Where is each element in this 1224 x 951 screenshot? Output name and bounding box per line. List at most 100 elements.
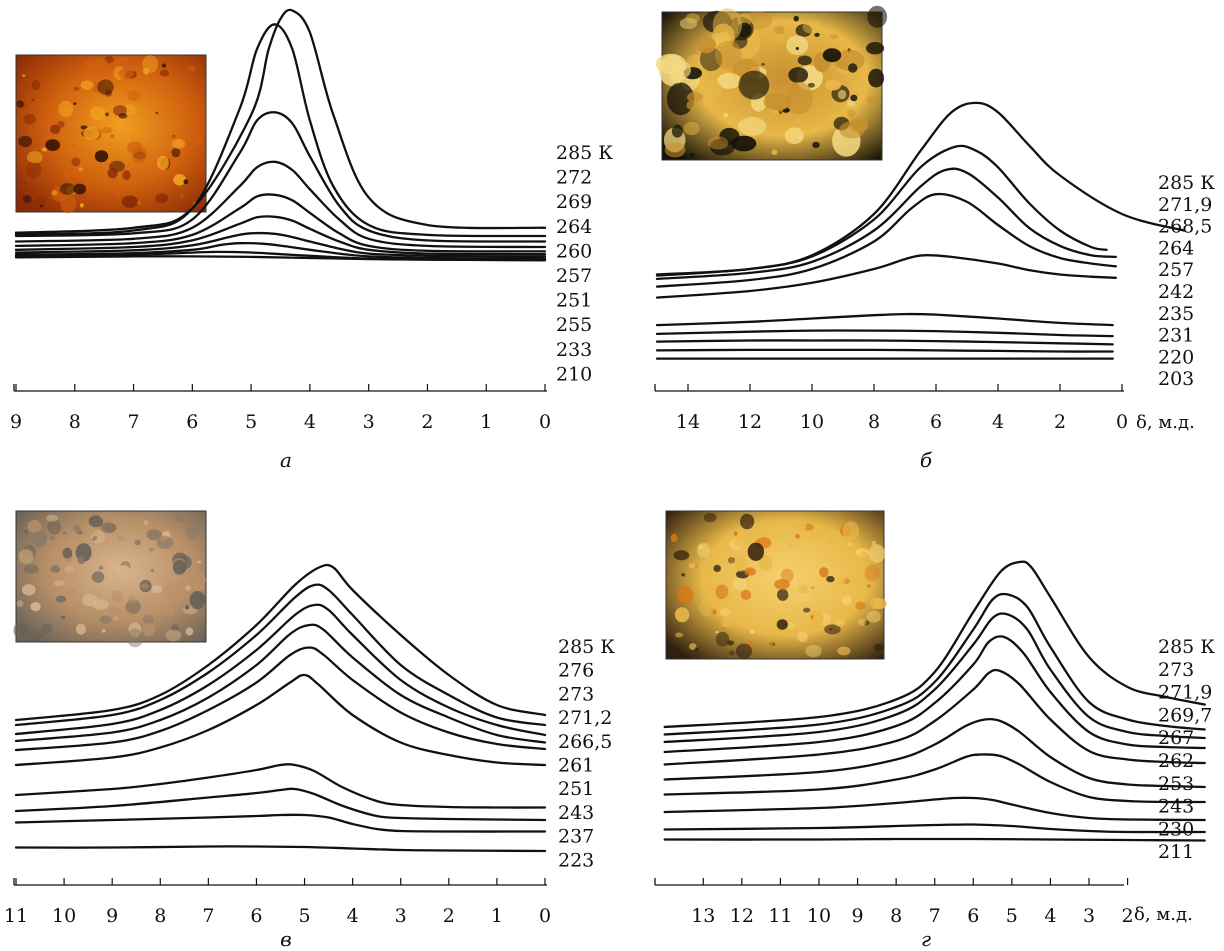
- series-label: 285 К: [558, 636, 615, 658]
- photo-speckle: [78, 167, 83, 171]
- photo-speckle: [92, 538, 96, 540]
- photo-speckle: [686, 13, 700, 23]
- photo-speckle: [97, 79, 113, 94]
- photo-speckle: [107, 607, 121, 616]
- photo-speckle: [185, 585, 191, 591]
- x-tick-label: 11: [768, 905, 792, 927]
- sample-photo: [666, 511, 887, 659]
- photo-speckle: [769, 642, 775, 646]
- series-label: 266,5: [558, 731, 612, 753]
- photo-speckle: [848, 543, 852, 547]
- series-label: 257: [556, 265, 592, 287]
- photo-speckle: [134, 540, 141, 546]
- panel-3: 11 10 9 8 7 6 5 4 3 2 1 0285 К276273271,2266,526125…: [4, 511, 615, 951]
- photo-speckle: [110, 134, 114, 138]
- photo-speckle: [173, 174, 186, 186]
- photo-speckle: [733, 578, 747, 590]
- photo-speckle: [54, 580, 64, 586]
- photo-speckle: [165, 630, 181, 641]
- photo-speckle: [670, 68, 685, 83]
- photo-speckle: [823, 48, 841, 62]
- photo-speckle: [32, 99, 35, 102]
- photo-speckle: [744, 567, 756, 575]
- series-line-5: [657, 255, 1116, 297]
- photo-speckle: [72, 144, 76, 147]
- photo-speckle: [172, 148, 181, 158]
- photo-speckle: [729, 651, 735, 656]
- photo-speckle: [81, 81, 94, 90]
- photo-speckle: [775, 35, 785, 44]
- x-tick-label: 6: [186, 411, 198, 433]
- photo-speckle: [842, 595, 852, 605]
- photo-speckle: [99, 566, 104, 570]
- x-tick-label: 12: [738, 411, 762, 433]
- photo-speckle: [803, 608, 810, 613]
- photo-speckle: [149, 548, 153, 551]
- photo-speckle: [58, 121, 65, 128]
- photo-speckle: [52, 190, 58, 195]
- photo-speckle: [166, 608, 176, 616]
- photo-speckle: [671, 534, 678, 542]
- photo-speckle: [704, 513, 717, 522]
- photo-speckle: [162, 64, 166, 68]
- sample-photo: [16, 55, 206, 213]
- series-label: 271,9: [1158, 194, 1212, 216]
- photo-speckle: [193, 583, 205, 591]
- photo-speckle: [853, 81, 865, 92]
- panel-2: 14 12 10 8 6 4 2 0 δ, м.д.285 К271,9268,52642572…: [655, 6, 1215, 472]
- photo-speckle: [771, 149, 777, 155]
- series-label: 285 К: [556, 142, 613, 164]
- photo-speckle: [764, 93, 792, 110]
- series-label: 237: [558, 826, 594, 848]
- photo-speckle: [127, 90, 140, 101]
- x-tick-label: 4: [1044, 905, 1056, 927]
- photo-speckle: [184, 179, 189, 184]
- x-axis-unit-label: δ, м.д.: [1136, 412, 1195, 433]
- photo-speckle: [128, 594, 136, 604]
- panel-label: г: [921, 927, 931, 951]
- photo-speckle: [32, 530, 47, 547]
- series-label: 231: [1158, 325, 1194, 347]
- photo-speckle: [860, 552, 867, 560]
- photo-speckle: [23, 195, 32, 203]
- photo-speckle: [855, 602, 866, 610]
- photo-speckle: [835, 620, 846, 627]
- photo-speckle: [155, 193, 168, 203]
- photo-speckle: [63, 548, 73, 559]
- photo-speckle: [143, 615, 154, 624]
- photo-speckle: [785, 127, 804, 144]
- photo-speckle: [716, 632, 729, 647]
- photo-speckle: [92, 59, 108, 73]
- photo-speckle: [720, 608, 731, 617]
- photo-speckle: [119, 68, 134, 79]
- photo-speckle: [187, 65, 196, 72]
- photo-speckle: [713, 565, 721, 572]
- photo-speckle: [155, 112, 159, 114]
- photo-speckle: [102, 629, 106, 633]
- photo-speckle: [105, 113, 109, 117]
- series-line-9: [657, 350, 1113, 352]
- photo-speckle: [180, 194, 184, 199]
- photo-speckle: [28, 520, 42, 533]
- photo-speckle: [172, 139, 185, 149]
- series-label: 285 К: [1158, 172, 1215, 194]
- photo-speckle: [866, 96, 876, 104]
- x-tick-label: 8: [69, 411, 81, 433]
- x-tick-label: 13: [691, 905, 715, 927]
- photo-speckle: [665, 142, 686, 157]
- photo-speckle: [811, 615, 814, 619]
- photo-speckle: [873, 598, 887, 609]
- photo-speckle: [100, 522, 117, 533]
- photo-speckle: [100, 616, 112, 624]
- photo-speckle: [868, 69, 884, 88]
- x-tick-label: 9: [852, 905, 864, 927]
- series-label: 211: [1158, 841, 1194, 863]
- photo-speckle: [866, 42, 884, 54]
- series-label: 210: [556, 363, 592, 385]
- photo-speckle: [102, 127, 113, 134]
- photo-speckle: [805, 645, 821, 657]
- photo-speckle: [672, 125, 683, 138]
- photo-speckle: [46, 515, 58, 522]
- x-tick-label: 3: [363, 411, 375, 433]
- photo-speckle: [699, 599, 714, 616]
